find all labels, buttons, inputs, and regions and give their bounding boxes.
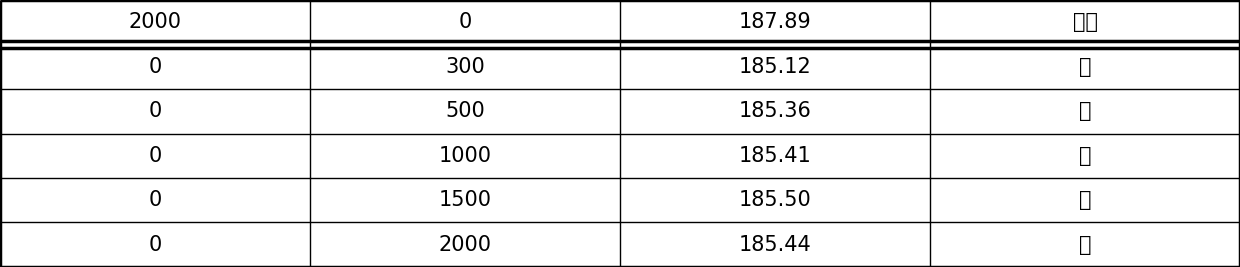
- Text: 0: 0: [149, 101, 161, 121]
- Text: 185.50: 185.50: [739, 190, 811, 210]
- Text: 中: 中: [1079, 146, 1091, 166]
- Text: 0: 0: [149, 190, 161, 210]
- Text: 185.36: 185.36: [739, 101, 811, 121]
- Text: 300: 300: [445, 57, 485, 77]
- Text: 中: 中: [1079, 101, 1091, 121]
- Text: 0: 0: [149, 57, 161, 77]
- Text: 187.89: 187.89: [739, 12, 811, 32]
- Text: 2000: 2000: [439, 235, 491, 255]
- Text: 1500: 1500: [439, 190, 491, 210]
- Text: 中: 中: [1079, 190, 1091, 210]
- Text: 0: 0: [149, 146, 161, 166]
- Text: 1000: 1000: [439, 146, 491, 166]
- Text: 良好: 良好: [1073, 12, 1097, 32]
- Text: 185.41: 185.41: [739, 146, 811, 166]
- Text: 0: 0: [459, 12, 471, 32]
- Text: 185.12: 185.12: [739, 57, 811, 77]
- Text: 中: 中: [1079, 235, 1091, 255]
- Text: 185.44: 185.44: [739, 235, 811, 255]
- Text: 0: 0: [149, 235, 161, 255]
- Text: 2000: 2000: [129, 12, 181, 32]
- Text: 中: 中: [1079, 57, 1091, 77]
- Text: 500: 500: [445, 101, 485, 121]
